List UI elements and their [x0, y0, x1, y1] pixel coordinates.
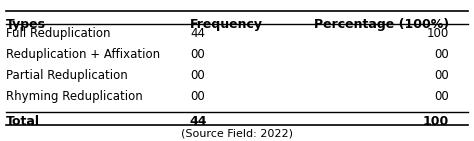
Text: 100: 100: [427, 27, 449, 40]
Text: 00: 00: [190, 90, 205, 103]
Text: 00: 00: [434, 48, 449, 61]
Text: Rhyming Reduplication: Rhyming Reduplication: [6, 90, 143, 103]
Text: Total: Total: [6, 115, 40, 128]
Text: 00: 00: [434, 69, 449, 82]
Text: 44: 44: [190, 27, 205, 40]
Text: 100: 100: [423, 115, 449, 128]
Text: Reduplication + Affixation: Reduplication + Affixation: [6, 48, 160, 61]
Text: Percentage (100%): Percentage (100%): [314, 18, 449, 31]
Text: Partial Reduplication: Partial Reduplication: [6, 69, 128, 82]
Text: 00: 00: [190, 48, 205, 61]
Text: (Source Field: 2022): (Source Field: 2022): [181, 128, 293, 138]
Text: 00: 00: [190, 69, 205, 82]
Text: Full Reduplication: Full Reduplication: [6, 27, 110, 40]
Text: 00: 00: [434, 90, 449, 103]
Text: Frequency: Frequency: [190, 18, 263, 31]
Text: Types: Types: [6, 18, 46, 31]
Text: 44: 44: [190, 115, 208, 128]
